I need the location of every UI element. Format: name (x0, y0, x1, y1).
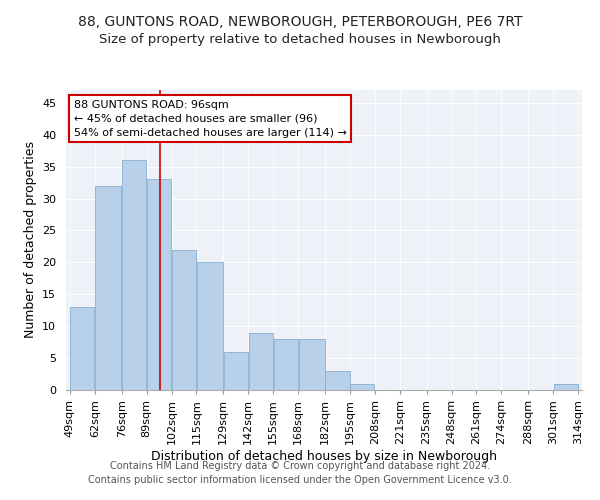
Y-axis label: Number of detached properties: Number of detached properties (23, 142, 37, 338)
Bar (122, 160, 146, 390)
Bar (248, 332, 273, 390)
Bar (147, 180, 171, 390)
Bar (197, 262, 223, 390)
Bar (172, 250, 196, 390)
Bar (554, 384, 578, 390)
X-axis label: Distribution of detached houses by size in Newborough: Distribution of detached houses by size … (151, 450, 497, 462)
Text: Size of property relative to detached houses in Newborough: Size of property relative to detached ho… (99, 32, 501, 46)
Bar (224, 352, 248, 390)
Bar (325, 371, 350, 390)
Text: Contains HM Land Registry data © Crown copyright and database right 2024.
Contai: Contains HM Land Registry data © Crown c… (88, 461, 512, 485)
Bar (350, 384, 374, 390)
Bar (274, 339, 298, 390)
Text: 88, GUNTONS ROAD, NEWBOROUGH, PETERBOROUGH, PE6 7RT: 88, GUNTONS ROAD, NEWBOROUGH, PETERBOROU… (78, 15, 522, 29)
Bar (95, 186, 121, 390)
Bar (299, 339, 325, 390)
Text: 88 GUNTONS ROAD: 96sqm
← 45% of detached houses are smaller (96)
54% of semi-det: 88 GUNTONS ROAD: 96sqm ← 45% of detached… (74, 100, 347, 138)
Bar (70, 307, 94, 390)
